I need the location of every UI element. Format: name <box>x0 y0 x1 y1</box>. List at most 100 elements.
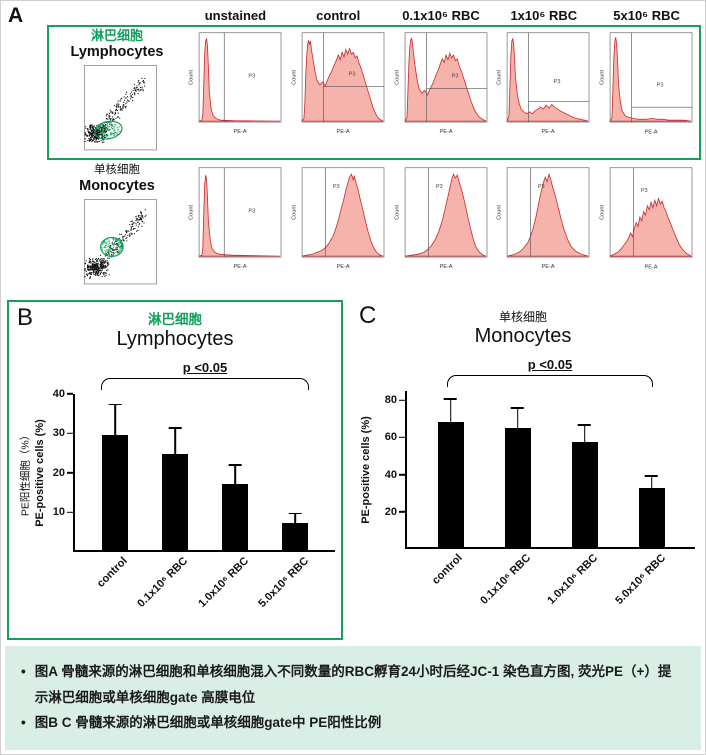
panel-a-letter: A <box>8 4 24 27</box>
x-labels: control 0.1x10⁶ RBC 1.0x10⁶ RBC 5.0x10⁶ RBC <box>405 549 695 617</box>
lymphocytes-label-en: Lymphocytes <box>70 43 164 60</box>
significance-annotation: p <0.05 <box>447 356 653 387</box>
y-tick-label: 80 <box>384 394 397 407</box>
hist-y-label: Count <box>600 70 606 85</box>
x-tick-label: control <box>94 554 130 590</box>
col-header-1e6-rbc: 1x10⁶ RBC <box>510 8 578 23</box>
col-header-5e6-rbc: 5x10⁶ RBC <box>613 8 680 23</box>
col-header-control: control <box>316 8 361 23</box>
histogram-lymph-5e6: P3 Count PE-A <box>600 32 693 135</box>
hist-y-label: Count <box>497 205 503 220</box>
gate-label: P3 <box>248 73 255 79</box>
y-tick-label: 20 <box>384 505 397 518</box>
error-bar <box>650 475 653 502</box>
y-tick-label: 10 <box>52 506 65 519</box>
gate-label: P3 <box>451 73 458 79</box>
bar-group <box>95 394 135 550</box>
gate-label: P3 <box>538 185 545 191</box>
bar-group <box>431 391 471 547</box>
panel-b-title-cn: 淋巴细胞 <box>148 311 202 327</box>
hist-y-label: Count <box>600 205 606 220</box>
y-tick-label: 40 <box>384 468 397 481</box>
y-axis-ticks: 10 20 30 40 <box>49 388 73 552</box>
lymphocytes-label-cn: 淋巴细胞 <box>90 28 143 43</box>
x-tick-label: 5.0x10⁶ RBC <box>612 551 668 607</box>
x-tick-label: 1.0x10⁶ RBC <box>545 551 601 607</box>
y-axis-title: PE-positive cells (%) <box>351 391 381 549</box>
hist-y-label: Count <box>497 70 503 85</box>
figure-caption: • 图A 骨髓来源的淋巴细胞和单核细胞混入不同数量的RBC孵育24小时后经JC-… <box>5 646 701 750</box>
gate-label: P3 <box>348 72 355 78</box>
panel-b-title-en: Lymphocytes <box>116 327 234 350</box>
hist-x-label: PE-A <box>645 129 658 135</box>
p-value-label: p <0.05 <box>527 356 573 372</box>
panel-c-title-en: Monocytes <box>474 324 572 347</box>
panel-b-letter: B <box>17 303 34 331</box>
gate-label: P3 <box>435 185 442 191</box>
x-tick-label: 5.0x10⁶ RBC <box>256 554 312 610</box>
caption-text-bc: 图B C 骨髓来源的淋巴细胞或单核细胞gate中 PE阳性比例 <box>34 715 382 731</box>
scatter-plot-monocytes <box>83 199 157 285</box>
histogram-lymph-control: P3 Count PE-A <box>291 32 385 135</box>
bar-group <box>155 394 195 550</box>
panel-c-letter: C <box>359 301 377 329</box>
bar-group <box>275 394 315 550</box>
lymphocytes-row-highlight-box: 淋巴细胞 Lymphocytes P3 Count PE-A <box>47 25 701 161</box>
hist-y-label: Count <box>394 205 400 220</box>
y-tick-label: 40 <box>52 387 65 400</box>
error-bar <box>114 403 116 467</box>
histogram-lymph-0.1e6: P3 Count PE-A <box>394 32 487 135</box>
histogram-lymph-unstained: P3 Count PE-A <box>189 32 282 135</box>
bar-group <box>565 391 605 547</box>
hist-x-label: PE-A <box>542 129 555 135</box>
y-tick-label: 60 <box>384 431 397 444</box>
x-tick-label: 0.1x10⁶ RBC <box>477 551 533 607</box>
histogram-mono-unstained: P3 Count PE-A <box>189 167 282 271</box>
hist-y-label: Count <box>291 70 297 85</box>
panel-c: C 单核细胞 Monocytes p <0.05 PE-positive cel… <box>351 300 701 640</box>
hist-y-label: Count <box>291 205 297 220</box>
y-axis-title-cn: PE阳性细胞（%） <box>19 429 32 517</box>
significance-bracket <box>101 377 309 390</box>
bar-group <box>215 394 255 550</box>
y-axis-title: PE阳性细胞（%） PE-positive cells (%) <box>15 394 49 552</box>
x-tick-label: 1.0x10⁶ RBC <box>195 554 251 610</box>
gate-ellipse <box>94 120 123 140</box>
significance-annotation: p <0.05 <box>101 359 309 390</box>
hist-y-label: Count <box>189 205 195 220</box>
y-axis-title-en: PE-positive cells (%) <box>360 416 372 524</box>
monocytes-row: 单核细胞 Monocytes P3 Count PE-A P3 Count PE… <box>47 162 701 292</box>
significance-bracket <box>447 374 653 387</box>
gate-label: P3 <box>248 209 255 215</box>
plot-area <box>405 390 695 549</box>
y-axis-title-en: PE-positive cells (%) <box>34 419 46 527</box>
histogram-lymph-1e6: P3 Count PE-A <box>497 32 590 135</box>
panel-c-title-cn: 单核细胞 <box>498 309 547 324</box>
panel-a-column-headers: unstained control 0.1x10⁶ RBC 1x10⁶ RBC … <box>47 8 701 23</box>
caption-item-bc: • 图B C 骨髓来源的淋巴细胞或单核细胞gate中 PE阳性比例 <box>21 710 681 736</box>
gate-label: P3 <box>657 83 664 89</box>
lymphocytes-row: 淋巴细胞 Lymphocytes P3 Count PE-A <box>53 28 695 156</box>
error-bar <box>516 407 519 448</box>
histogram-mono-5e6: P3 Count PE-A <box>600 167 693 271</box>
hist-x-label: PE-A <box>234 265 247 271</box>
bullet: • <box>21 715 26 731</box>
y-tick-label: 20 <box>52 466 65 479</box>
monocytes-label-cn: 单核细胞 <box>94 164 140 177</box>
hist-x-label: PE-A <box>336 265 349 271</box>
plot-area <box>73 393 335 552</box>
histogram-mono-0.1e6: P3 Count PE-A <box>394 167 487 271</box>
bullet: • <box>21 664 26 679</box>
hist-y-label: Count <box>189 70 195 85</box>
hist-x-label: PE-A <box>336 129 349 135</box>
panel-b: B 淋巴细胞 Lymphocytes p <0.05 PE阳性细胞（%） PE-… <box>7 299 343 640</box>
col-header-unstained: unstained <box>204 8 267 23</box>
error-bar <box>174 427 176 482</box>
gate-label: P3 <box>333 185 340 191</box>
x-tick-label: 0.1x10⁶ RBC <box>135 554 191 610</box>
x-labels: control 0.1x10⁶ RBC 1.0x10⁶ RBC 5.0x10⁶ RBC <box>73 552 335 620</box>
error-bar <box>234 464 236 504</box>
error-bar <box>449 398 452 446</box>
panel-c-chart: PE-positive cells (%) 20 40 60 80 <box>351 390 695 549</box>
